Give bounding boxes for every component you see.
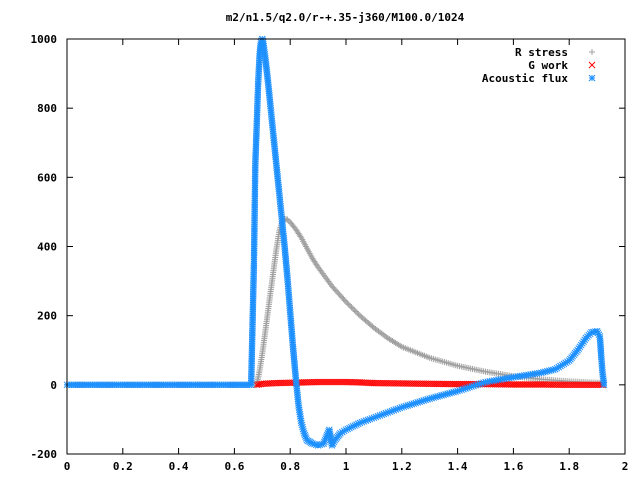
legend-marker	[588, 74, 596, 82]
legend-marker	[588, 61, 596, 69]
data-point	[354, 309, 361, 316]
x-tick-label: 1.8	[559, 460, 579, 473]
data-point	[352, 308, 359, 315]
data-point	[345, 301, 352, 308]
x-tick-label: 1	[343, 460, 350, 473]
series-layer	[63, 35, 608, 449]
x-tick-label: 0	[64, 460, 71, 473]
data-point	[337, 293, 344, 300]
data-point	[341, 297, 348, 304]
y-tick-label: 800	[37, 102, 57, 115]
data-point	[336, 291, 343, 298]
series-acoustic-flux	[63, 35, 608, 449]
x-tick-label: 0.6	[224, 460, 244, 473]
data-point	[330, 284, 337, 291]
data-point	[329, 283, 336, 290]
data-point	[339, 294, 346, 301]
data-point	[355, 311, 362, 318]
y-tick-label: 1000	[31, 33, 58, 46]
data-point	[349, 305, 356, 312]
chart-title: m2/n1.5/q2.0/r-+.35-j360/M100.0/1024	[226, 11, 465, 24]
y-tick-label: -200	[31, 448, 58, 461]
x-tick-label: 1.6	[503, 460, 523, 473]
y-tick-label: 400	[37, 241, 57, 254]
data-point	[340, 296, 347, 303]
data-point	[285, 217, 292, 224]
legend-label: Acoustic flux	[482, 72, 568, 85]
data-point	[284, 216, 291, 223]
data-point	[297, 233, 304, 240]
x-tick-label: 0.8	[280, 460, 300, 473]
data-point	[335, 290, 342, 297]
plot-frame	[66, 38, 626, 455]
legend-label: R stress	[515, 46, 568, 59]
x-tick-label: 0.4	[169, 460, 189, 473]
legend-marker	[589, 49, 595, 55]
data-point	[314, 262, 321, 269]
x-tick-label: 2	[622, 460, 629, 473]
data-point	[343, 298, 349, 305]
data-point	[600, 381, 608, 389]
series-g-work	[253, 378, 607, 389]
data-point	[348, 304, 355, 311]
legend-label: G work	[528, 59, 568, 72]
ticks-layer: 0 0.2 0.4 0.6 0.8 1 1.2 1.4 1.6 1.8 2 -200 0 200 400 60…	[31, 33, 629, 473]
y-tick-label: 600	[37, 171, 57, 184]
data-point	[334, 288, 341, 295]
y-tick-label: 200	[37, 310, 57, 323]
x-tick-label: 0.2	[113, 460, 133, 473]
data-point	[351, 307, 358, 314]
series-r-stress	[64, 215, 606, 388]
x-tick-label: 1.2	[392, 460, 412, 473]
data-point	[331, 286, 338, 293]
data-point	[344, 300, 351, 307]
x-tick-label: 1.4	[448, 460, 468, 473]
y-tick-label: 0	[50, 379, 57, 392]
data-point	[347, 302, 354, 309]
data-point	[332, 287, 339, 294]
